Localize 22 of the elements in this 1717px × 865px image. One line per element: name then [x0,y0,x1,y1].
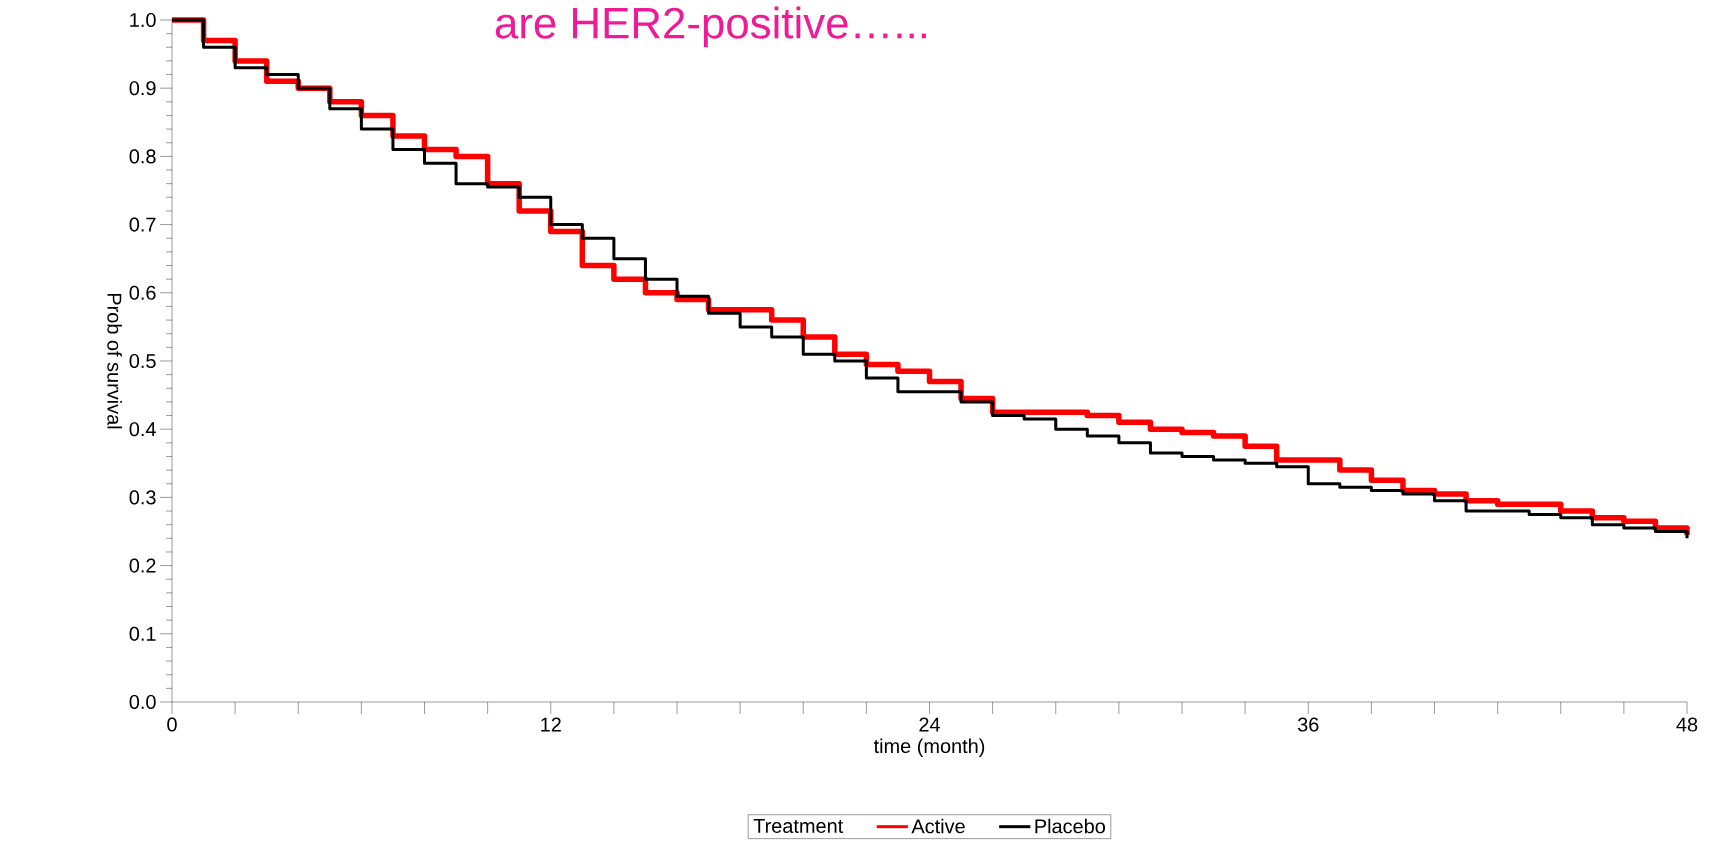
x-tick-label: 36 [1297,717,1319,732]
y-tick-label: 0.9 [129,81,156,96]
y-tick-label: 0.8 [129,149,156,164]
y-axis-title: Prob of survival [107,293,122,429]
chart-title: are HER2-positive…... [495,6,926,48]
x-axis-title: time (month) [873,738,985,758]
x-tick-label: 24 [919,717,941,732]
y-tick-label: 1.0 [130,12,156,28]
y-tick-label: 0.3 [129,490,156,505]
y-tick-label: 0.4 [129,422,156,437]
y-tick-label: 0.6 [129,285,156,300]
legend-label: Active [911,818,965,834]
y-tick-label: 0.5 [129,353,156,369]
y-tick-label: 0.0 [129,694,156,710]
x-tick-label: 0 [167,717,177,732]
legend-title: Treatment [753,819,844,833]
legend-label: Placebo [1035,818,1105,834]
y-tick-label: 0.1 [129,626,156,641]
x-tick-label: 48 [1676,717,1698,732]
x-tick-label: 12 [541,717,561,732]
y-tick-label: 0.2 [129,558,156,573]
y-tick-label: 0.7 [129,217,156,232]
